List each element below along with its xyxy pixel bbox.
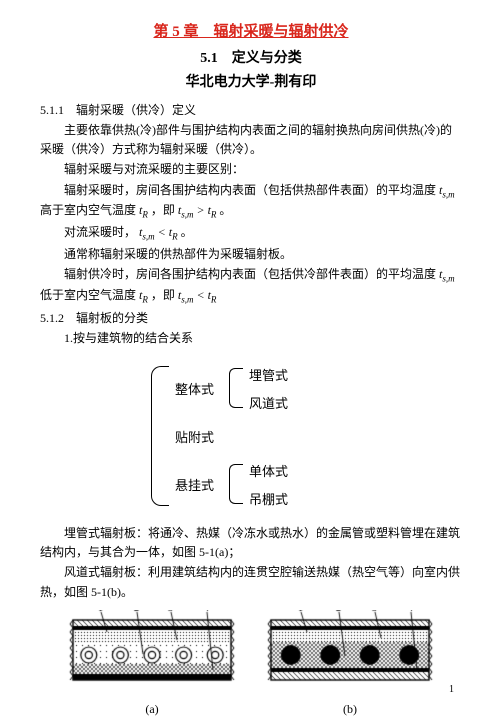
heading-511: 5.1.1 辐射采暖（供冷）定义 [40, 101, 462, 120]
txt: 辐射供冷时，房间各围护结构内表面（包括供冷部件表面）的平均温度 [64, 267, 436, 281]
txt: 辐射采暖时，房间各围护结构内表面（包括供热部件表面）的平均温度 [64, 183, 436, 197]
figure-5-1-a [67, 610, 237, 694]
brace-icon [229, 368, 243, 408]
txt: 低于室内空气温度 [40, 288, 136, 302]
para-classify-1: 1.按与建筑物的结合关系 [40, 329, 462, 348]
chapter-title: 第 5 章 辐射采暖与辐射供冷 [40, 20, 462, 44]
ineq-1: ts,m > tR [178, 203, 217, 217]
figure-row: (a) (b) [40, 610, 462, 719]
para-radiant-cooling: 辐射供冷时，房间各围护结构内表面（包括供冷部件表面）的平均温度 ts,m 低于室… [40, 265, 462, 307]
tree-lvl1-item: 贴附式 [175, 428, 214, 449]
txt: 高于室内空气温度 [40, 203, 136, 217]
var-tsm: ts,m [439, 183, 455, 197]
tree-lvl2-item: 风道式 [249, 394, 288, 415]
tree-lvl1-item: 悬挂式 [175, 476, 214, 497]
brace-icon [229, 464, 243, 504]
para-convective: 对流采暖时， ts,m < tR 。 [40, 223, 462, 244]
txt: 。 [219, 203, 231, 217]
txt: ，即 [151, 203, 175, 217]
tree-lvl1-item: 整体式 [175, 380, 214, 401]
txt: 。 [181, 225, 193, 239]
para-air-duct: 风道式辐射板：利用建筑结构内的连贯空腔输送热媒（热空气等）向室内供热，如图 5-… [40, 563, 462, 601]
university-line: 华北电力大学-荆有印 [40, 72, 462, 94]
page-number: 1 [449, 682, 454, 698]
brace-icon [151, 366, 169, 506]
ineq-3: ts,m < tR [178, 288, 217, 302]
txt: 对流采暖时， [64, 225, 136, 239]
tree-lvl2-item: 单体式 [249, 462, 288, 483]
var-tsm2: ts,m [439, 267, 455, 281]
para-diff-intro: 辐射采暖与对流采暖的主要区别： [40, 160, 462, 179]
txt: ，即 [151, 288, 175, 302]
para-embedded-pipe: 埋管式辐射板：将通冷、热媒（冷冻水或热水）的金属管或塑料管埋在建筑结构内，与其合… [40, 524, 462, 562]
tree-lvl2-item: 埋管式 [249, 366, 288, 387]
heading-512: 5.1.2 辐射板的分类 [40, 309, 462, 328]
section-title: 5.1 定义与分类 [40, 48, 462, 70]
para-radiant-heating: 辐射采暖时，房间各围护结构内表面（包括供热部件表面）的平均温度 ts,m 高于室… [40, 181, 462, 223]
para-panel-name: 通常称辐射采暖的供热部件为采暖辐射板。 [40, 245, 462, 264]
figure-label-a: (a) [67, 700, 237, 719]
tree-lvl2-item: 吊棚式 [249, 490, 288, 511]
var-tR2: tR [139, 288, 148, 302]
classification-tree: 整体式 贴附式 悬挂式 埋管式 风道式 单体式 吊棚式 [40, 366, 462, 506]
para-definition: 主要依靠供热(冷)部件与围护结构内表面之间的辐射换热向房间供热(冷)的采暖（供冷… [40, 121, 462, 159]
ineq-2: ts,m < tR [139, 225, 178, 239]
var-tR: tR [139, 203, 148, 217]
figure-label-b: (b) [265, 700, 435, 719]
figure-5-1-b [265, 610, 435, 694]
